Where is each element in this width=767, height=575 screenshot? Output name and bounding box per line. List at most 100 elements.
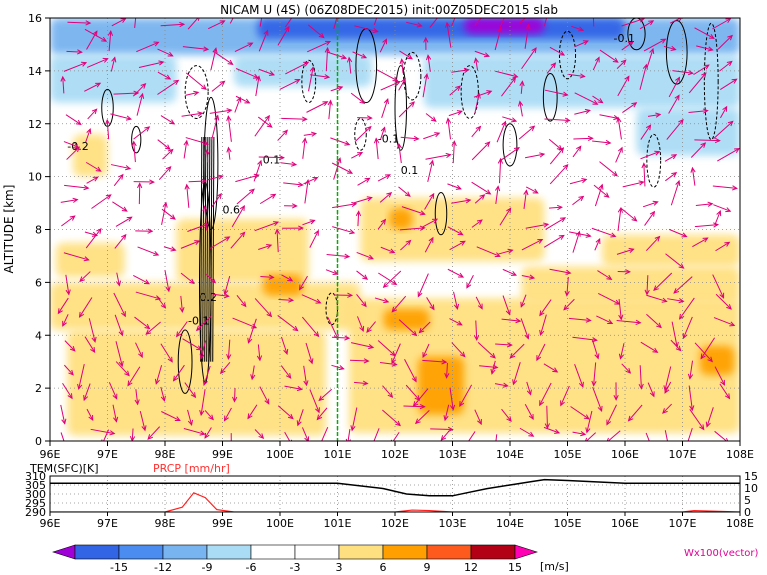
wind-vector-head <box>653 285 659 292</box>
wind-vector-head <box>126 216 133 222</box>
wind-vector-head <box>426 54 432 61</box>
wind-vector-head <box>380 126 386 133</box>
wind-vector <box>304 180 309 204</box>
wind-vector <box>103 429 110 441</box>
wind-vector-head <box>560 217 567 223</box>
wind-vector <box>134 18 137 29</box>
wind-vector-head <box>456 110 463 116</box>
colorbar-segment <box>250 544 296 560</box>
wind-vector-head <box>327 99 333 106</box>
wind-vector <box>392 431 400 441</box>
y-tick-label: 12 <box>28 118 42 131</box>
wind-vector <box>498 158 502 184</box>
wind-vector-head <box>83 395 89 402</box>
wind-vector <box>110 164 131 170</box>
wind-vector <box>419 321 431 333</box>
wind-vector <box>277 26 290 46</box>
wind-vector-head <box>112 393 118 400</box>
wind-vector-head <box>361 53 368 59</box>
wind-vector-head <box>506 416 512 423</box>
wind-vector <box>692 237 708 248</box>
wind-vector-head <box>512 379 518 386</box>
wind-vector <box>60 404 66 424</box>
wind-vector <box>357 177 370 186</box>
contour-label: 0.2 <box>200 291 218 304</box>
wind-vector-head <box>247 413 253 420</box>
x-tick-label: 108E <box>726 448 754 461</box>
wind-vector-head <box>494 185 501 192</box>
wind-vector <box>224 407 232 421</box>
wind-vector <box>543 18 548 27</box>
wind-vector <box>568 317 591 322</box>
wind-vector <box>356 251 374 260</box>
wind-vector-head <box>455 85 461 91</box>
wind-vector <box>451 69 469 73</box>
wind-vector <box>86 31 98 50</box>
wind-vector <box>204 206 208 231</box>
wind-vector <box>185 137 209 145</box>
wind-vector <box>258 30 269 52</box>
wind-vector-head <box>173 79 180 86</box>
wind-vector <box>599 114 619 119</box>
wind-vector-head <box>513 147 520 153</box>
wind-vector <box>713 204 731 212</box>
wind-vector-head <box>725 18 732 24</box>
contour-line <box>703 22 719 141</box>
wind-vector-head <box>183 139 189 146</box>
wind-vector <box>592 386 603 412</box>
wind-vector-head <box>369 447 373 452</box>
wind-vector <box>135 291 161 300</box>
contour-line <box>665 20 688 85</box>
wind-vector-head <box>372 27 379 34</box>
colorbar-segment <box>118 544 164 560</box>
wind-vector-head <box>689 405 695 412</box>
contour-line <box>177 329 193 394</box>
wind-vector-head <box>405 239 412 246</box>
shaded-region <box>699 345 735 375</box>
wind-vector <box>106 119 110 140</box>
wind-vector <box>380 81 401 91</box>
wind-vector <box>568 231 591 237</box>
surface-x-tick-label: 97E <box>97 517 118 530</box>
wind-vector-head <box>249 188 255 195</box>
wind-vector <box>307 24 325 38</box>
colorbar-unit: [m/s] <box>540 560 569 573</box>
wind-vector <box>451 199 471 204</box>
wind-vector <box>377 340 396 357</box>
surface-left-tick: 305 <box>25 479 46 492</box>
wind-vector-head <box>125 165 132 171</box>
wind-vector <box>254 298 272 317</box>
wind-vector-head <box>367 254 375 260</box>
wind-vector <box>301 294 321 304</box>
wind-vector <box>110 57 116 72</box>
wind-vector-head <box>391 357 397 365</box>
wind-vector <box>131 428 134 441</box>
wind-vector <box>543 426 560 434</box>
wind-vector <box>523 190 527 209</box>
surface-x-ticks: 96E 97E 98E 99E 100E 101E 102E 103E 104E 105E 106E… <box>40 512 754 530</box>
wind-vector-head <box>187 419 194 426</box>
wind-vector-head <box>250 374 256 381</box>
wind-vector-head <box>362 274 369 280</box>
wind-vector <box>137 246 159 256</box>
wind-vector-head <box>610 232 617 238</box>
wind-vector-head <box>113 416 119 423</box>
wind-vector <box>85 128 91 143</box>
wind-vector <box>259 18 263 27</box>
wind-vector-head <box>121 206 128 212</box>
wind-vector <box>207 175 223 181</box>
wind-vector <box>254 429 264 439</box>
wind-vector <box>63 364 74 376</box>
wind-vector <box>616 248 634 255</box>
wind-vector <box>447 118 452 140</box>
wind-vector-head <box>210 277 217 284</box>
wind-vector-head <box>264 114 270 121</box>
wind-vector-head <box>705 421 711 428</box>
wind-vector-head <box>216 192 222 199</box>
wind-vector <box>278 298 293 301</box>
wind-vector-head <box>466 282 472 289</box>
wind-vector <box>326 51 347 59</box>
wind-vector-head <box>199 410 205 417</box>
wind-vector <box>327 317 339 340</box>
